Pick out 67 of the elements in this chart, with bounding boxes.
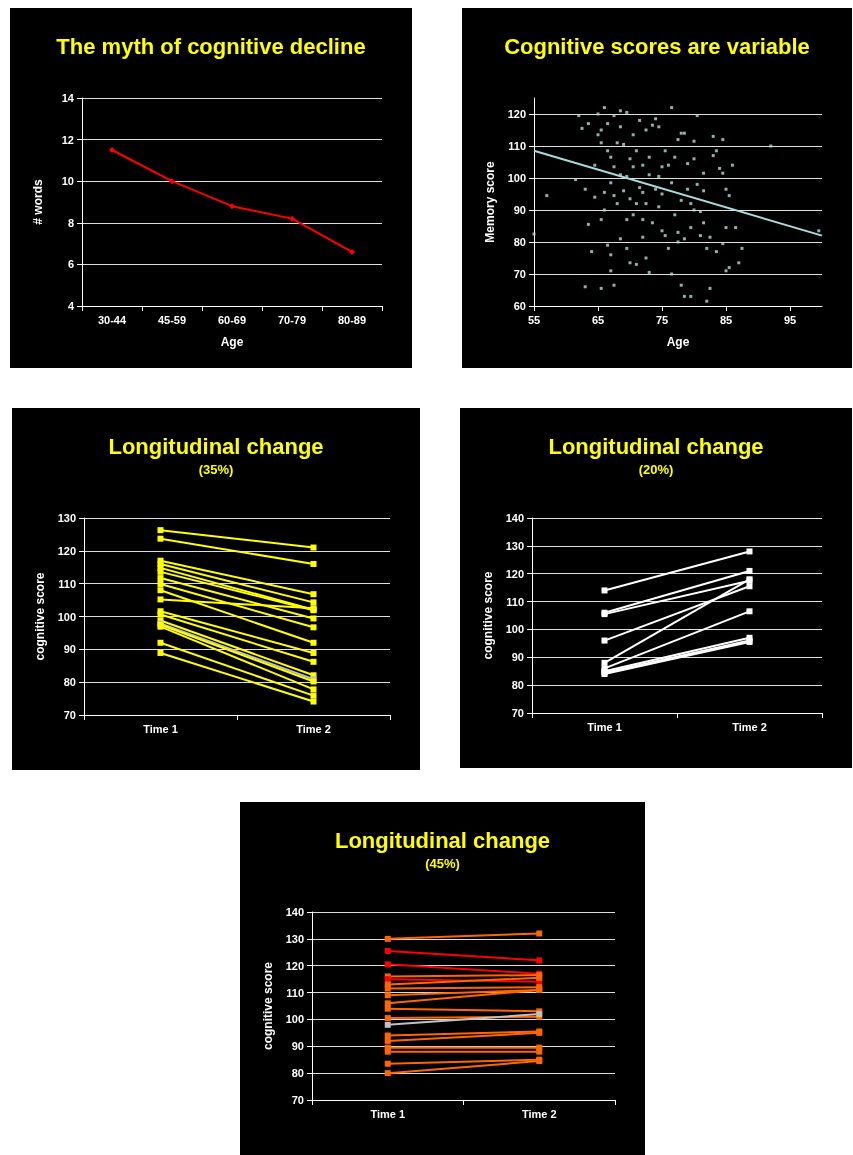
- y-tick-label: 60: [513, 300, 526, 312]
- x-tick-label: 80-89: [337, 313, 367, 326]
- y-tick-label: 110: [286, 986, 304, 999]
- y-tick-label: 120: [505, 567, 524, 580]
- y-tick-label: 4: [67, 300, 75, 312]
- chart-subtitle: (20%): [638, 462, 674, 477]
- y-tick-label: 100: [57, 610, 76, 623]
- y-tick-label: 70: [63, 709, 76, 721]
- x-tick-label: 60-69: [217, 313, 247, 326]
- y-tick-label: 12: [61, 133, 74, 146]
- x-tick-label: 95: [783, 313, 797, 326]
- y-tick-label: 120: [57, 544, 76, 557]
- y-tick-label: 110: [58, 577, 76, 590]
- x-tick-label: 55: [527, 313, 541, 326]
- chart-title: The myth of cognitive decline: [56, 33, 366, 59]
- x-axis-title: Age: [666, 335, 690, 349]
- x-tick-label: Time 1: [143, 722, 178, 735]
- x-tick-label: Time 1: [370, 1107, 406, 1120]
- chart-subtitle: (45%): [425, 856, 460, 871]
- y-axis-title: cognitive score: [261, 961, 275, 1051]
- x-tick-label: Time 2: [521, 1107, 557, 1120]
- y-tick-label: 14: [61, 92, 75, 104]
- x-tick-label: 85: [719, 313, 733, 326]
- x-tick-label: 45-59: [157, 313, 187, 326]
- y-tick-label: 8: [67, 216, 74, 229]
- y-tick-label: 90: [513, 204, 526, 216]
- y-tick-label: 140: [285, 906, 304, 918]
- y-tick-label: 110: [508, 140, 526, 152]
- y-tick-label: 90: [63, 643, 76, 656]
- x-tick-label: Time 2: [296, 722, 331, 735]
- y-tick-label: 90: [291, 1040, 304, 1053]
- y-tick-label: 110: [506, 595, 524, 608]
- x-tick-label: Time 2: [732, 720, 767, 733]
- y-tick-label: 10: [61, 175, 74, 188]
- y-tick-label: 80: [291, 1067, 304, 1080]
- y-tick-label: 130: [57, 512, 76, 524]
- y-tick-label: 100: [505, 623, 524, 636]
- y-tick-label: 120: [285, 959, 304, 972]
- chart-subtitle: (35%): [198, 462, 234, 477]
- x-axis-title: Age: [220, 335, 244, 349]
- y-tick-label: 120: [507, 108, 526, 120]
- x-tick-label: 75: [655, 313, 669, 326]
- chart-title: Longitudinal change: [334, 827, 551, 853]
- y-axis-title: cognitive score: [481, 571, 495, 660]
- y-tick-label: 70: [513, 268, 526, 280]
- x-tick-label: 30-44: [97, 313, 127, 326]
- x-tick-label: 65: [591, 313, 605, 326]
- y-tick-label: 70: [291, 1094, 304, 1106]
- y-tick-label: 130: [505, 539, 524, 552]
- x-tick-label: 70-79: [277, 313, 307, 326]
- y-tick-label: 140: [505, 512, 524, 524]
- y-axis-title: cognitive score: [33, 572, 47, 661]
- y-tick-label: 90: [511, 651, 524, 664]
- chart-title: Longitudinal change: [548, 433, 764, 459]
- y-tick-label: 130: [285, 932, 304, 945]
- chart-title: Longitudinal change: [108, 433, 324, 459]
- x-tick-label: Time 1: [587, 720, 622, 733]
- y-tick-label: 80: [513, 236, 526, 248]
- y-tick-label: 80: [511, 679, 524, 692]
- y-tick-label: 6: [67, 258, 74, 271]
- chart-title: Cognitive scores are variable: [504, 33, 810, 59]
- y-tick-label: 100: [507, 172, 526, 184]
- y-axis-title: Memory score: [483, 160, 497, 243]
- y-tick-label: 100: [285, 1013, 304, 1026]
- y-tick-label: 80: [63, 676, 76, 689]
- y-tick-label: 70: [511, 707, 524, 719]
- y-axis-title: # words: [31, 179, 45, 225]
